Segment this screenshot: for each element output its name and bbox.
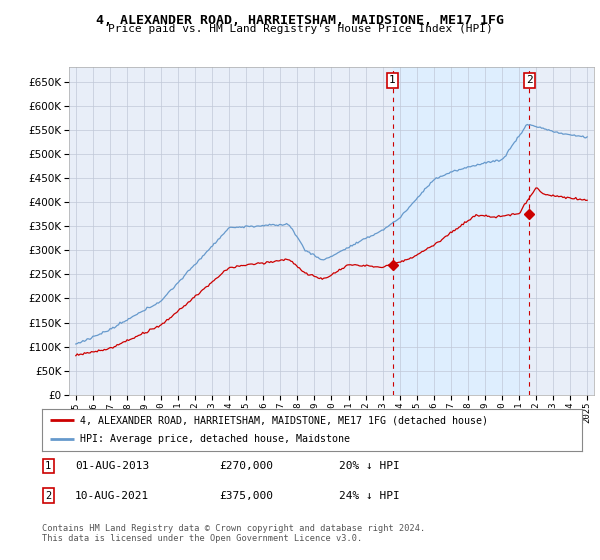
Text: £375,000: £375,000 <box>219 491 273 501</box>
Text: 4, ALEXANDER ROAD, HARRIETSHAM, MAIDSTONE, ME17 1FG (detached house): 4, ALEXANDER ROAD, HARRIETSHAM, MAIDSTON… <box>80 415 488 425</box>
Text: 1: 1 <box>389 76 396 85</box>
Text: HPI: Average price, detached house, Maidstone: HPI: Average price, detached house, Maid… <box>80 435 350 445</box>
Text: 10-AUG-2021: 10-AUG-2021 <box>75 491 149 501</box>
Text: 20% ↓ HPI: 20% ↓ HPI <box>339 461 400 471</box>
Text: Contains HM Land Registry data © Crown copyright and database right 2024.
This d: Contains HM Land Registry data © Crown c… <box>42 524 425 543</box>
Text: £270,000: £270,000 <box>219 461 273 471</box>
Bar <box>392 67 529 395</box>
Text: 01-AUG-2013: 01-AUG-2013 <box>75 461 149 471</box>
Text: 2: 2 <box>526 76 533 85</box>
Text: Price paid vs. HM Land Registry's House Price Index (HPI): Price paid vs. HM Land Registry's House … <box>107 24 493 34</box>
Text: 24% ↓ HPI: 24% ↓ HPI <box>339 491 400 501</box>
Text: 1: 1 <box>45 461 51 471</box>
Text: 2: 2 <box>45 491 51 501</box>
Text: 4, ALEXANDER ROAD, HARRIETSHAM, MAIDSTONE, ME17 1FG: 4, ALEXANDER ROAD, HARRIETSHAM, MAIDSTON… <box>96 14 504 27</box>
